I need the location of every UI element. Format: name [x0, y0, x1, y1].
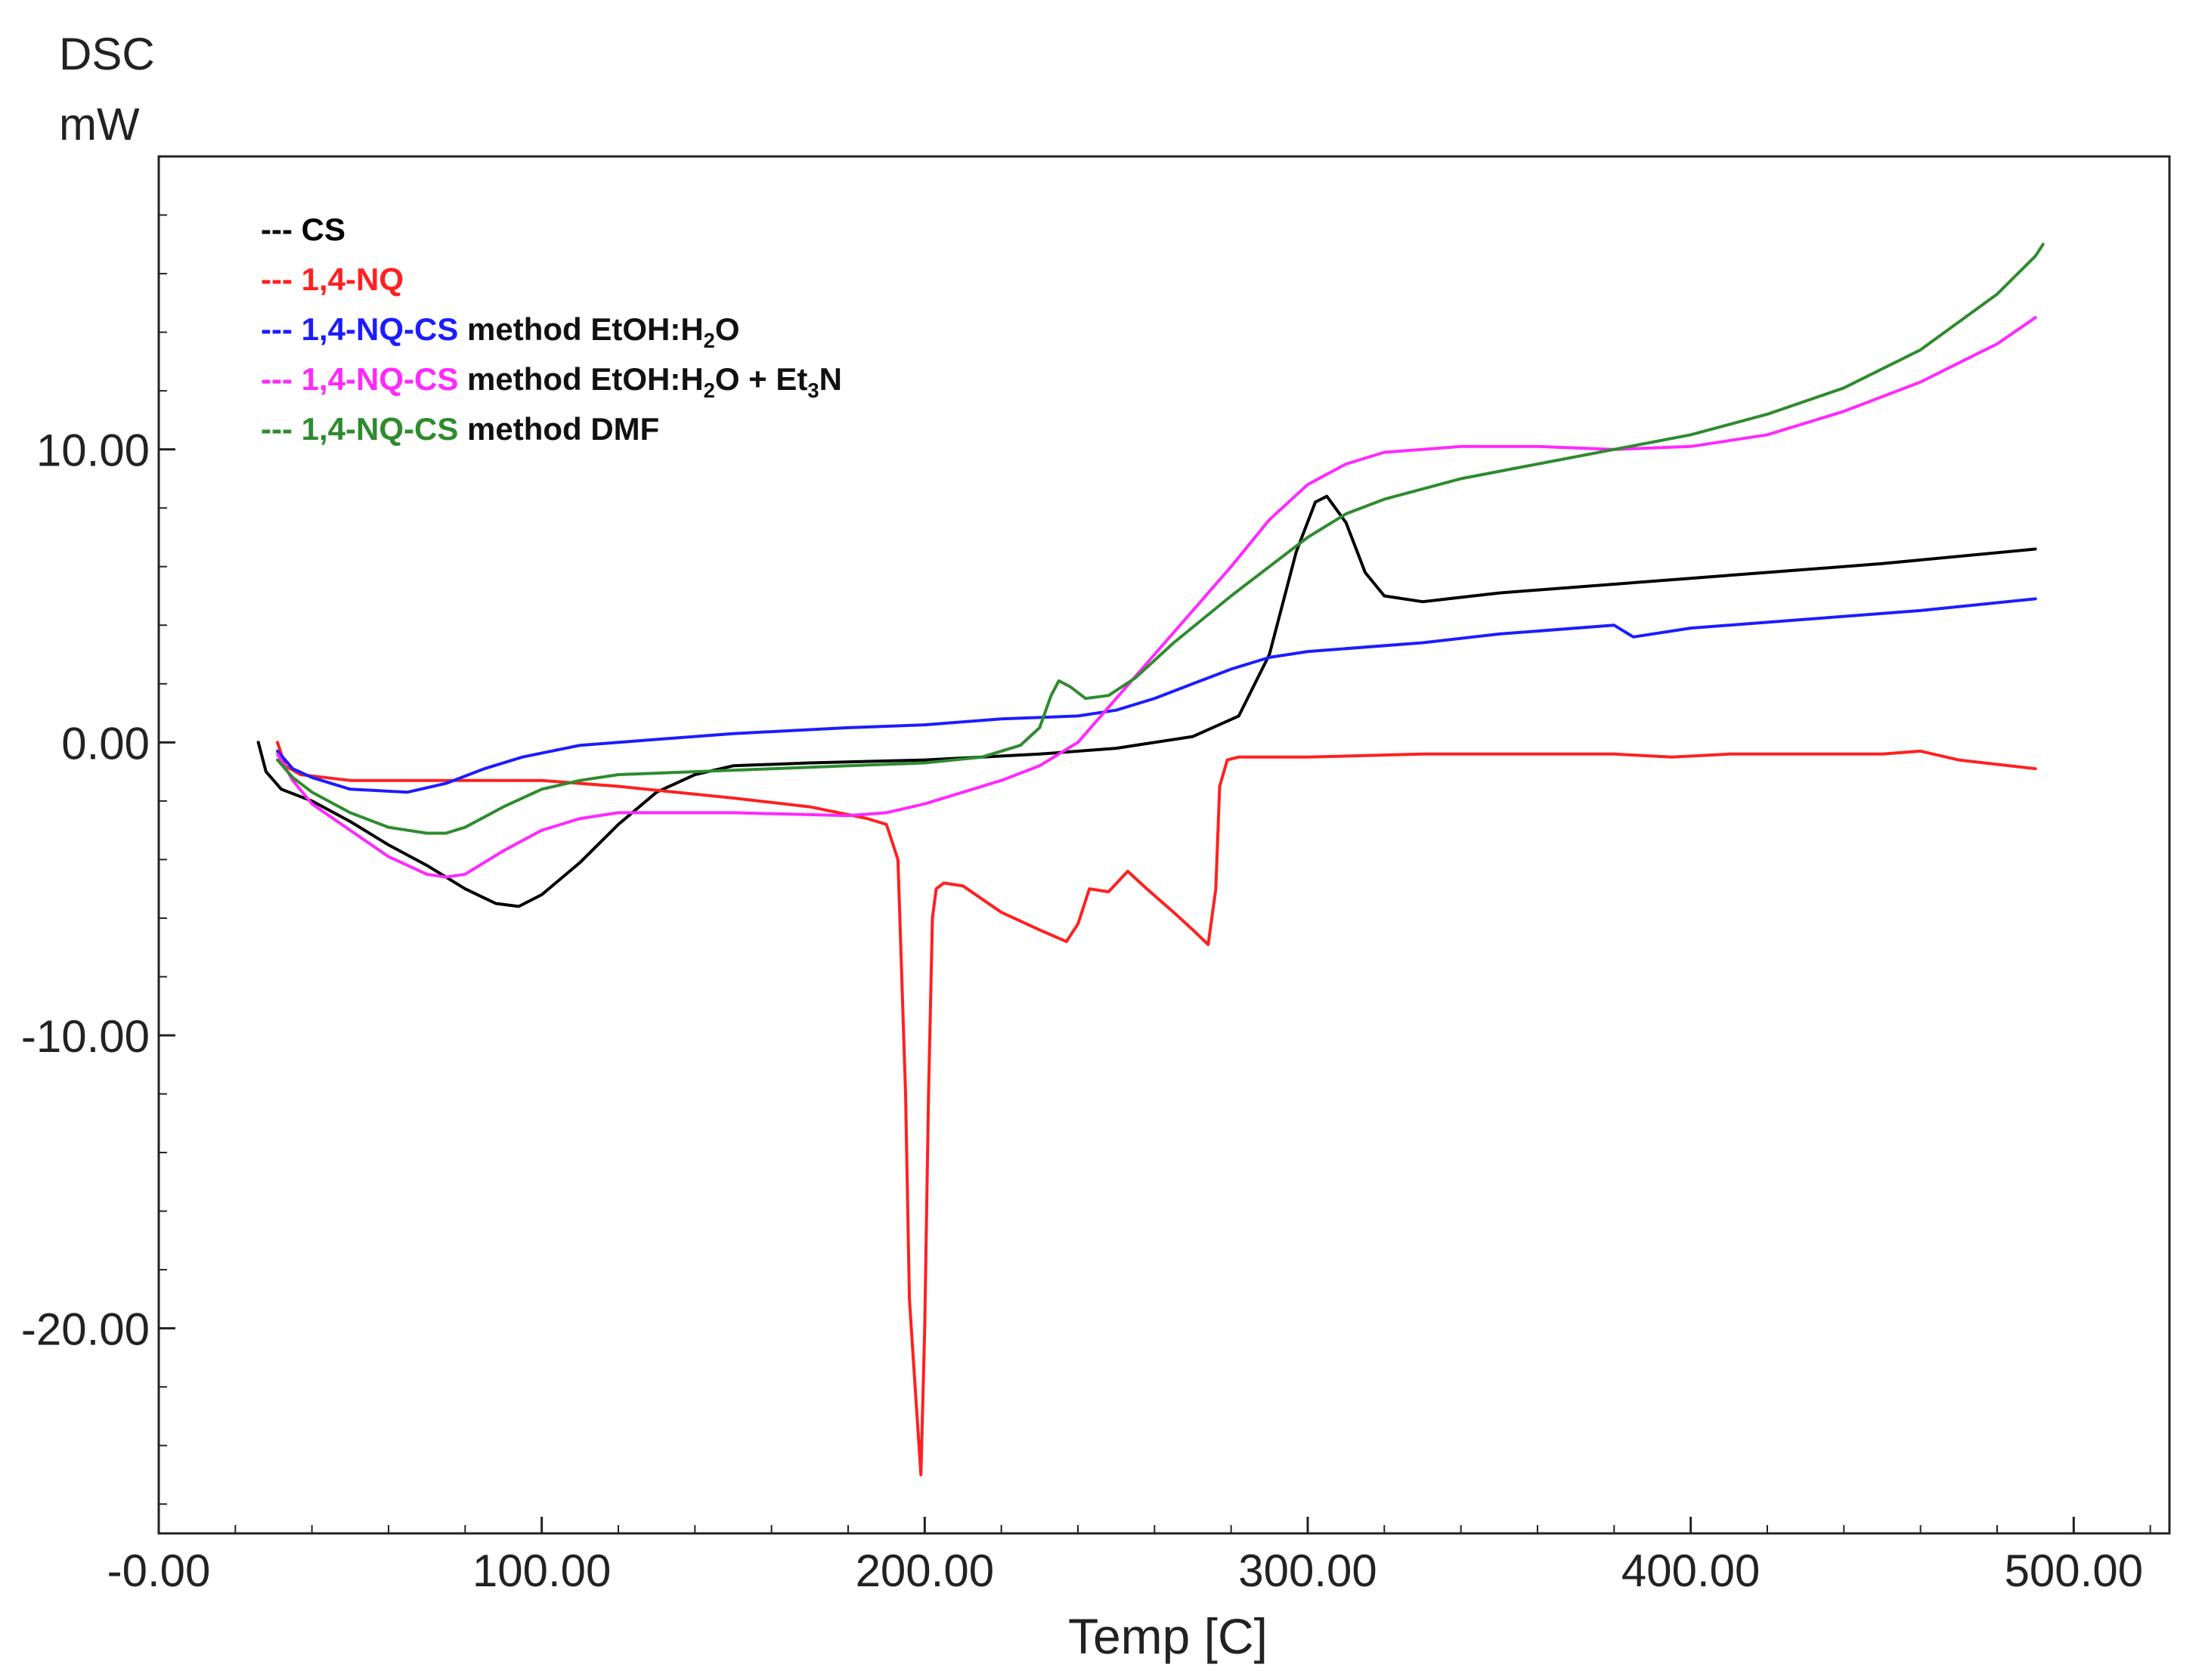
y-axis-label-line1: DSC	[59, 29, 155, 79]
y-tick-label: 10.00	[36, 425, 150, 476]
series-line-0	[256, 494, 2037, 908]
legend-entry-4: --- 1,4-NQ-CS method DMF	[261, 411, 659, 447]
plot-frame	[157, 155, 2171, 1535]
series-layer	[256, 243, 2045, 1477]
legend-subscript: 2	[704, 379, 715, 402]
legend-series-name: 1,4-NQ-CS	[302, 411, 459, 447]
x-axis-ticks: -0.00 100.00 200.00 300.00 400.00 500.00	[107, 1517, 2143, 1596]
legend-series-name: CS	[302, 212, 345, 247]
x-tick-label: 400.00	[1621, 1545, 1761, 1596]
legend-entry-3: --- 1,4-NQ-CS method EtOH:H2O + Et3N	[261, 361, 842, 402]
legend-series-name: 1,4-NQ	[302, 261, 404, 297]
legend-method-text: O	[715, 311, 740, 347]
series-line-1	[276, 741, 2037, 1477]
legend-dash: ---	[261, 261, 302, 297]
legend-dash: ---	[261, 411, 302, 447]
series-line-4	[276, 243, 2045, 835]
y-tick-label: -10.00	[21, 1011, 150, 1062]
y-tick-label: 0.00	[61, 718, 150, 769]
legend-method-text: method EtOH:H	[458, 361, 703, 397]
y-axis-label-line2: mW	[59, 99, 140, 150]
legend-series-name: 1,4-NQ-CS	[302, 311, 459, 347]
legend-method-text: method DMF	[458, 411, 659, 447]
x-tick-label: 100.00	[472, 1545, 612, 1596]
y-tick-label: -20.00	[21, 1304, 150, 1355]
y-axis-minor-ticks	[159, 214, 167, 1505]
x-axis-label: Temp [C]	[1068, 1608, 1268, 1664]
series-line-2	[276, 597, 2037, 794]
legend-series-name: 1,4-NQ-CS	[302, 361, 459, 397]
legend-method-text: O + Et	[715, 361, 808, 397]
legend-subscript: 2	[704, 329, 715, 352]
legend: --- CS--- 1,4-NQ--- 1,4-NQ-CS method EtO…	[261, 212, 842, 447]
x-axis-minor-ticks	[234, 1525, 2151, 1533]
x-tick-label: 500.00	[2005, 1545, 2144, 1596]
legend-method-text: N	[819, 361, 842, 397]
legend-entry-2: --- 1,4-NQ-CS method EtOH:H2O	[261, 311, 740, 352]
legend-dash: ---	[261, 212, 302, 247]
legend-entry-0: --- CS	[261, 212, 345, 247]
legend-entry-1: --- 1,4-NQ	[261, 261, 404, 297]
y-axis-ticks: 10.00 0.00 -10.00 -20.00	[21, 425, 175, 1355]
x-tick-label: 300.00	[1238, 1545, 1377, 1596]
x-tick-label: 200.00	[856, 1545, 995, 1596]
x-tick-label: -0.00	[107, 1545, 211, 1596]
legend-dash: ---	[261, 361, 302, 397]
legend-method-text: method EtOH:H	[458, 311, 703, 347]
legend-dash: ---	[261, 311, 302, 347]
legend-subscript: 3	[807, 379, 819, 402]
